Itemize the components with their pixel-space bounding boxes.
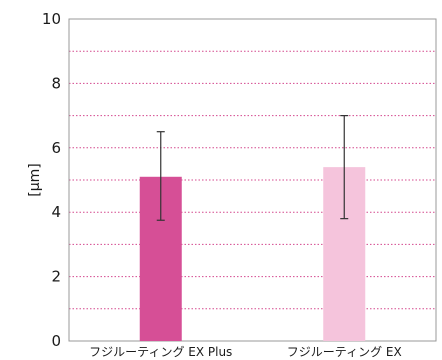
x-category-label: フジルーティング EX Plus — [89, 345, 232, 359]
x-axis-categories: フジルーティング EX Plus フジルーティング EX — [89, 345, 402, 359]
y-tick-label: 0 — [51, 332, 61, 350]
y-tick-label: 8 — [51, 74, 61, 92]
y-tick-label: 10 — [42, 10, 61, 28]
y-tick-label: 6 — [51, 139, 61, 157]
error-bars — [156, 114, 349, 221]
grid-lines — [69, 50, 436, 310]
y-axis-title: [μm] — [27, 163, 43, 196]
plot-frame — [68, 18, 437, 342]
y-tick-label: 4 — [51, 203, 61, 221]
bars — [139, 167, 366, 341]
y-axis-ticks: 0 2 4 6 8 10 — [42, 10, 61, 350]
y-tick-label: 2 — [51, 268, 61, 286]
x-category-label: フジルーティング EX — [287, 345, 402, 359]
